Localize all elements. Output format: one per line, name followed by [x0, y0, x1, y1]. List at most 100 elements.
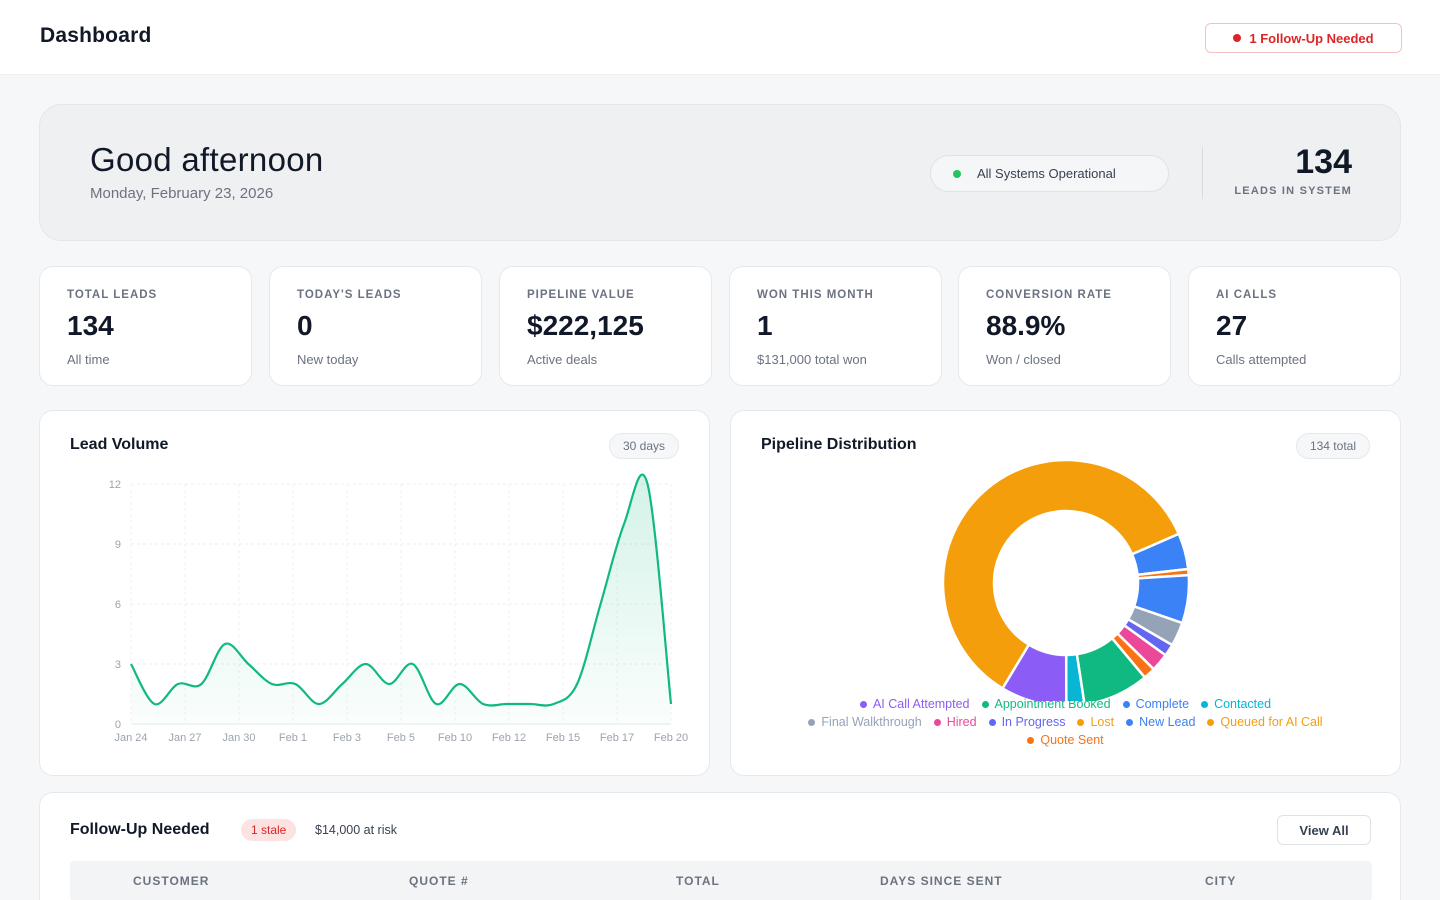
- column-header-customer[interactable]: CUSTOMER: [133, 874, 210, 888]
- current-date: Monday, February 23, 2026: [90, 185, 274, 202]
- divider: [1202, 147, 1203, 199]
- stat-label: PIPELINE VALUE: [527, 289, 635, 301]
- pipeline-total-chip: 134 total: [1295, 433, 1370, 459]
- legend-item[interactable]: New Lead: [1126, 713, 1195, 731]
- legend-label: Lost: [1090, 715, 1115, 729]
- x-tick-label: Feb 1: [279, 732, 307, 744]
- stat-value: 1: [757, 310, 773, 341]
- x-tick-label: Jan 30: [222, 732, 255, 744]
- legend-dot-icon: [1077, 718, 1085, 726]
- x-tick-label: Feb 20: [654, 732, 688, 744]
- column-header-quote[interactable]: QUOTE #: [409, 874, 469, 888]
- stat-card-conversion-rate: CONVERSION RATE 88.9% Won / closed: [958, 266, 1171, 386]
- pipeline-legend: AI Call Attempted Appointment Booked Compl…: [731, 695, 1400, 749]
- stat-label: TODAY'S LEADS: [297, 289, 402, 301]
- stat-subtext: Calls attempted: [1216, 351, 1307, 367]
- x-tick-label: Feb 15: [546, 732, 580, 744]
- legend-label: Appointment Booked: [994, 697, 1111, 711]
- legend-dot-icon: [808, 718, 816, 726]
- view-all-button[interactable]: View All: [1277, 815, 1371, 845]
- y-tick-label: 6: [115, 599, 121, 611]
- legend-item[interactable]: Final Walkthrough: [808, 713, 922, 731]
- column-header-total[interactable]: TOTAL: [676, 874, 720, 888]
- legend-item[interactable]: Contacted: [1201, 695, 1271, 713]
- followup-needed-panel: Follow-Up Needed 1 stale $14,000 at risk…: [39, 792, 1401, 900]
- leads-in-system-count: 134: [1295, 143, 1352, 181]
- stat-card-pipeline-value: PIPELINE VALUE $222,125 Active deals: [499, 266, 712, 386]
- stat-label: WON THIS MONTH: [757, 289, 874, 301]
- legend-item[interactable]: Hired: [933, 713, 977, 731]
- legend-row: Quote Sent: [731, 731, 1400, 749]
- x-tick-label: Feb 3: [333, 732, 361, 744]
- lead-volume-panel: Lead Volume 30 days 0 3 6 9 12 Jan 24 Jan 27 Ja…: [39, 410, 710, 776]
- stat-value: 88.9%: [986, 310, 1066, 341]
- donut-slice: [1075, 636, 1147, 701]
- stat-card-todays-leads: TODAY'S LEADS 0 New today: [269, 266, 482, 386]
- legend-label: Final Walkthrough: [821, 715, 922, 729]
- legend-label: Complete: [1135, 697, 1190, 711]
- followup-table-header: CUSTOMER QUOTE # TOTAL DAYS SINCE SENT C…: [70, 861, 1372, 900]
- legend-item[interactable]: AI Call Attempted: [859, 695, 970, 713]
- lead-volume-chart: 0 3 6 9 12 Jan 24 Jan 27 Jan 30 Feb 1 Feb 3 Feb 5 F…: [109, 473, 688, 744]
- at-risk-amount: $14,000 at risk: [315, 823, 397, 837]
- stat-label: TOTAL LEADS: [67, 289, 158, 301]
- legend-label: New Lead: [1139, 715, 1196, 729]
- legend-label: Quote Sent: [1040, 733, 1104, 747]
- legend-item[interactable]: Complete: [1122, 695, 1190, 713]
- stat-subtext: Won / closed: [986, 351, 1061, 367]
- donut-slice: [1000, 642, 1068, 701]
- page-title: Dashboard: [40, 24, 152, 47]
- legend-label: In Progress: [1001, 715, 1066, 729]
- legend-label: Hired: [946, 715, 977, 729]
- greeting-text: Good afternoon: [90, 141, 324, 178]
- pipeline-donut-chart: [941, 458, 1191, 701]
- legend-label: AI Call Attempted: [872, 697, 970, 711]
- stat-value: $222,125: [527, 310, 644, 341]
- y-tick-label: 0: [115, 719, 121, 731]
- legend-item[interactable]: Appointment Booked: [981, 695, 1111, 713]
- stat-subtext: All time: [67, 351, 110, 367]
- legend-item[interactable]: Queued for AI Call: [1207, 713, 1323, 731]
- x-tick-label: Feb 5: [387, 732, 415, 744]
- y-tick-label: 12: [109, 479, 121, 491]
- legend-item[interactable]: Quote Sent: [1027, 731, 1104, 749]
- x-tick-label: Jan 24: [114, 732, 147, 744]
- legend-dot-icon: [981, 700, 989, 708]
- pipeline-distribution-panel: Pipeline Distribution 134 total AI Call …: [730, 410, 1401, 776]
- legend-dot-icon: [1027, 736, 1035, 744]
- greeting-banner: Good afternoon Monday, February 23, 2026…: [39, 104, 1401, 241]
- followup-title: Follow-Up Needed: [70, 821, 210, 838]
- x-tick-label: Feb 17: [600, 732, 634, 744]
- stat-value: 134: [67, 310, 114, 341]
- followup-badge-label: 1 Follow-Up Needed: [1249, 30, 1374, 46]
- stat-card-total-leads: TOTAL LEADS 134 All time: [39, 266, 252, 386]
- followup-needed-badge[interactable]: 1 Follow-Up Needed: [1205, 23, 1402, 53]
- top-bar: Dashboard 1 Follow-Up Needed: [0, 0, 1440, 75]
- legend-dot-icon: [1126, 718, 1134, 726]
- lead-volume-range-chip[interactable]: 30 days: [608, 433, 679, 459]
- legend-dot-icon: [1201, 700, 1209, 708]
- legend-label: Contacted: [1214, 697, 1272, 711]
- legend-row: Final Walkthrough Hired In Progress Lost New…: [731, 713, 1400, 731]
- column-header-days-since-sent[interactable]: DAYS SINCE SENT: [880, 874, 1003, 888]
- stat-value: 27: [1216, 310, 1248, 341]
- stat-label: CONVERSION RATE: [986, 289, 1112, 301]
- legend-item[interactable]: In Progress: [988, 713, 1066, 731]
- y-tick-label: 3: [115, 659, 121, 671]
- leads-in-system-label: LEADS IN SYSTEM: [1234, 185, 1352, 197]
- lead-volume-title: Lead Volume: [70, 436, 169, 453]
- stat-subtext: New today: [297, 351, 359, 367]
- legend-item[interactable]: Lost: [1077, 713, 1114, 731]
- y-tick-label: 9: [115, 539, 121, 551]
- legend-label: Queued for AI Call: [1220, 715, 1323, 729]
- series-line: [130, 473, 673, 707]
- stat-subtext: $131,000 total won: [757, 351, 867, 367]
- alert-dot-icon: [1233, 34, 1242, 42]
- stat-card-won-this-month: WON THIS MONTH 1 $131,000 total won: [729, 266, 942, 386]
- legend-dot-icon: [1207, 718, 1215, 726]
- status-dot-icon: [953, 169, 961, 178]
- legend-row: AI Call Attempted Appointment Booked Compl…: [731, 695, 1400, 713]
- donut-slice: [941, 458, 1181, 691]
- stale-badge: 1 stale: [241, 819, 297, 841]
- column-header-city[interactable]: CITY: [1205, 874, 1237, 888]
